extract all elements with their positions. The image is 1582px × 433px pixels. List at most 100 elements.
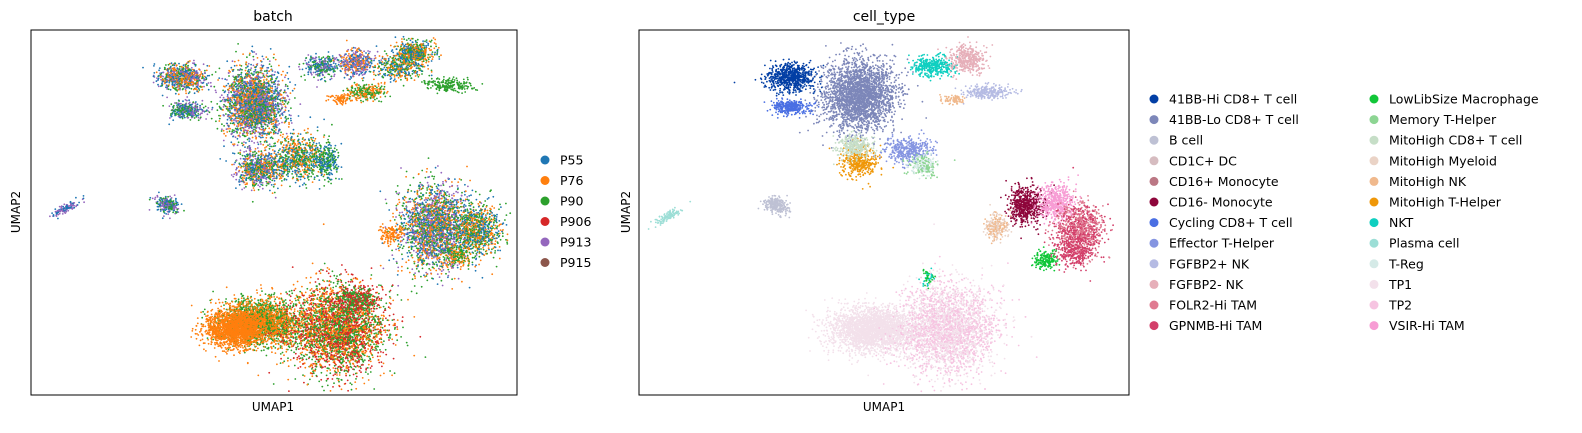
scatter-point <box>265 97 267 99</box>
scatter-point <box>230 99 232 101</box>
scatter-point <box>252 178 254 180</box>
scatter-point <box>271 107 273 109</box>
scatter-point <box>269 165 271 167</box>
scatter-point <box>215 120 217 122</box>
scatter-point <box>205 79 207 81</box>
scatter-point <box>274 169 276 171</box>
scatter-point <box>302 160 304 162</box>
scatter-point <box>271 82 273 84</box>
scatter-point <box>266 174 268 176</box>
scatter-point <box>255 69 257 71</box>
scatter-point <box>197 111 199 113</box>
scatter-point <box>184 78 186 80</box>
scatter-point <box>162 200 164 202</box>
scatter-point <box>260 167 262 169</box>
scatter-point <box>181 71 183 73</box>
scatter-point <box>271 184 273 186</box>
scatter-point <box>230 122 232 124</box>
scatter-point <box>206 65 208 67</box>
scatter-point <box>227 96 229 98</box>
scatter-point <box>187 65 189 67</box>
scatter-point <box>235 100 237 102</box>
scatter-point <box>275 103 277 105</box>
scatter-point <box>248 108 250 110</box>
scatter-point <box>172 68 174 70</box>
scatter-point <box>253 174 255 176</box>
scatter-point <box>223 97 225 99</box>
scatter-point <box>234 162 236 164</box>
scatter-point <box>187 67 189 69</box>
scatter-point <box>204 70 206 72</box>
scatter-point <box>302 144 304 146</box>
scatter-point <box>83 198 85 200</box>
scatter-point <box>165 213 167 215</box>
scatter-point <box>254 82 256 84</box>
scatter-point <box>255 101 257 103</box>
scatter-point <box>240 176 242 178</box>
scatter-point <box>168 88 170 90</box>
scatter-point <box>312 181 314 183</box>
scatter-point <box>244 126 246 128</box>
scatter-point <box>277 120 279 122</box>
scatter-point <box>238 141 240 143</box>
scatter-point <box>295 182 297 184</box>
scatter-point <box>253 65 255 67</box>
scatter-point <box>162 79 164 81</box>
scatter-point <box>266 171 268 173</box>
scatter-point <box>246 99 248 101</box>
scatter-point <box>61 208 63 210</box>
scatter-point <box>273 57 275 59</box>
scatter-point <box>308 179 310 181</box>
scatter-point <box>153 82 155 84</box>
scatter-point <box>172 70 174 72</box>
scatter-point <box>152 198 154 200</box>
scatter-point <box>83 201 85 203</box>
scatter-point <box>280 170 282 172</box>
scatter-point <box>304 168 306 170</box>
scatter-point <box>234 79 236 81</box>
scatter-point <box>254 77 256 79</box>
scatter-point <box>287 171 289 173</box>
scatter-point <box>257 114 259 116</box>
scatter-point <box>248 75 250 77</box>
scatter-point <box>185 110 187 112</box>
scatter-point <box>181 109 183 111</box>
scatter-point <box>285 165 287 167</box>
scatter-point <box>298 115 300 117</box>
scatter-point <box>272 129 274 131</box>
scatter-point <box>264 147 266 149</box>
scatter-point <box>237 111 239 113</box>
scatter-point <box>263 84 265 86</box>
scatter-point <box>243 81 245 83</box>
scatter-point <box>241 142 243 144</box>
scatter-point <box>188 70 190 72</box>
scatter-point <box>260 143 262 145</box>
scatter-point <box>265 124 267 126</box>
scatter-point <box>203 110 205 112</box>
scatter-point <box>253 187 255 189</box>
scatter-point <box>246 173 248 175</box>
scatter-point <box>207 107 209 109</box>
scatter-point <box>271 117 273 119</box>
scatter-point <box>299 185 301 187</box>
scatter-point <box>238 181 240 183</box>
scatter-point <box>253 183 255 185</box>
scatter-point <box>169 200 171 202</box>
scatter-point <box>262 168 264 170</box>
scatter-point <box>271 146 273 148</box>
scatter-point <box>176 112 178 114</box>
scatter-point <box>194 113 196 115</box>
scatter-point <box>256 64 258 66</box>
scatter-point <box>246 134 248 136</box>
scatter-point <box>248 63 250 65</box>
scatter-point <box>59 206 61 208</box>
scatter-point <box>304 165 306 167</box>
scatter-point <box>222 90 224 92</box>
scatter-point <box>238 109 240 111</box>
scatter-point <box>228 114 230 116</box>
scatter-point <box>203 107 205 109</box>
scatter-point <box>174 70 176 72</box>
scatter-point <box>271 167 273 169</box>
scatter-point <box>255 72 257 74</box>
scatter-point <box>290 120 292 122</box>
